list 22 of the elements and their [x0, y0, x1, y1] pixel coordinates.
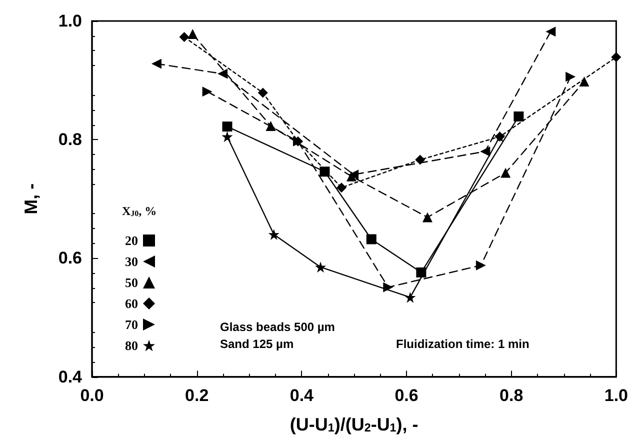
- legend-label: 50: [125, 275, 138, 290]
- legend-title: XJ0, %: [122, 204, 157, 218]
- legend-label: 70: [125, 317, 138, 332]
- annotation: Fluidization time: 1 min: [396, 337, 530, 351]
- y-axis-title: M, -: [21, 183, 41, 214]
- y-tick-label: 0.4: [58, 367, 83, 386]
- x-tick-label: 0.0: [80, 386, 104, 405]
- legend-label: 20: [125, 233, 138, 248]
- x-tick-label: 1.0: [604, 386, 628, 405]
- legend-label: 80: [125, 338, 138, 353]
- x-tick-label: 0.8: [500, 386, 524, 405]
- y-tick-label: 0.8: [58, 130, 82, 150]
- x-tick-label: 0.4: [290, 386, 314, 405]
- annotation: Sand 125 µm: [220, 337, 294, 351]
- x-tick-label: 0.6: [394, 386, 418, 405]
- y-tick-label: 1.0: [58, 12, 82, 30]
- x-tick-label: 0.2: [185, 386, 209, 405]
- annotation: Glass beads 500 µm: [220, 320, 335, 334]
- legend-label: 60: [125, 296, 138, 311]
- x-axis-title: (U-U1)/(U2-U1), -: [290, 414, 418, 434]
- legend-label: 30: [125, 254, 138, 269]
- y-tick-label: 0.6: [58, 248, 82, 268]
